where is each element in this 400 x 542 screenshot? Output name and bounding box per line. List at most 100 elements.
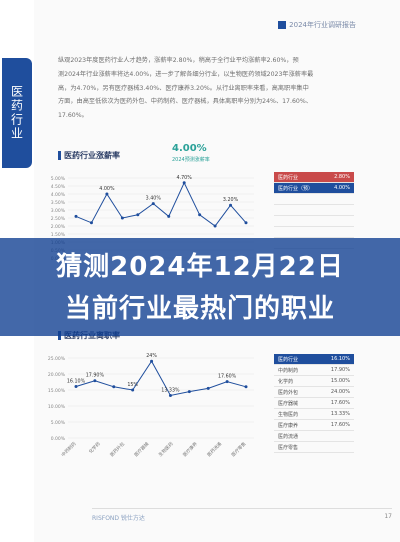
title-bar-icon [58, 151, 61, 160]
data-point [74, 214, 78, 218]
table-row: 医药行业 2.80% [274, 172, 354, 183]
table-cell-value: 17.60% [314, 419, 354, 431]
table-cell-value: 16.10% [314, 354, 354, 365]
y-tick-label: 0.00% [51, 436, 66, 442]
header-logo: 2024年行业调研报告 [278, 20, 356, 30]
y-tick-label: 2.00% [51, 224, 66, 230]
table-cell-name: 医疗器械 [274, 397, 315, 409]
table-cell-name: 医药行业（预） [274, 182, 326, 194]
intro-paragraph: 纵观2023年度医药行业人才趋势，涨薪率2.80%，稍高于全行业平均涨薪率2.6… [58, 54, 358, 123]
table-row: 医疗康养 17.60% [274, 419, 354, 431]
sidebar-tab: 医药行业 [2, 58, 32, 168]
y-tick-label: 2.50% [51, 216, 66, 222]
sidebar-tab-label: 医药行业 [9, 85, 24, 141]
logo-square-icon [278, 21, 287, 29]
table-cell-value: 2.80% [325, 172, 354, 183]
data-point [167, 214, 171, 218]
table-row: 医疗零售 [274, 441, 354, 453]
table-cell-name: 医药行业 [274, 354, 315, 365]
header-logo-text: 2024年行业调研报告 [289, 21, 356, 29]
y-tick-label: 3.50% [51, 200, 66, 206]
x-tick-label: 化学药 [87, 440, 102, 455]
data-label: 4.00% [99, 186, 115, 192]
y-tick-label: 4.50% [51, 184, 66, 190]
y-tick-label: 1.50% [51, 232, 66, 238]
data-point [244, 221, 248, 225]
data-point [182, 181, 186, 185]
paragraph-line: 17.60%。 [58, 112, 88, 120]
data-point [136, 213, 140, 217]
table-cell-name: 医药外包 [274, 386, 315, 398]
table-row: 中药制药 17.90% [274, 364, 354, 376]
table-row [274, 204, 354, 216]
table-cell-value [325, 204, 354, 216]
x-tick-label: 医药外包 [108, 440, 126, 458]
chart1-title-text: 医药行业涨薪率 [64, 151, 120, 160]
data-label: 4.70% [177, 175, 193, 181]
table-cell-name [274, 226, 326, 238]
data-point [244, 385, 248, 389]
data-label: 15% [127, 382, 138, 388]
page-number: 17 [384, 513, 392, 520]
table-cell-value: 15.00% [314, 375, 354, 387]
table-row: 医药流通 [274, 430, 354, 442]
chart2-svg: 25.00% 20.00% 15.00% 10.00% 5.00% 0.00% 16.10%… [48, 353, 254, 458]
table-cell-value: 24.00% [314, 386, 354, 398]
y-tick-label: 25.00% [48, 356, 66, 362]
table-cell-name: 医药流通 [274, 430, 315, 442]
data-label: 13.33% [161, 387, 180, 393]
headline-overlay: 猜测2024年12月22日 当前行业最热门的职业 [0, 238, 400, 336]
data-label: 17.90% [86, 373, 105, 379]
table-row [274, 226, 354, 238]
x-tick-label: 医疗器械 [133, 440, 151, 458]
y-tick-label: 5.00% [51, 176, 66, 182]
table-cell-value [325, 226, 354, 238]
data-label: 17.60% [218, 374, 237, 380]
table-cell-value [325, 215, 354, 227]
table-cell-value: 4.00% [325, 182, 354, 194]
data-point [213, 224, 217, 228]
series-line [75, 181, 247, 227]
table-row: 医疗器械 17.60% [274, 397, 354, 409]
table-cell-name [274, 215, 326, 227]
data-label: 3.20% [223, 197, 239, 203]
table-row: 化学药 15.00% [274, 375, 354, 387]
chart1-title: 医药行业涨薪率 [58, 150, 120, 161]
data-point [112, 385, 116, 389]
data-point [89, 221, 93, 225]
paragraph-line: 高，为4.70%，另有医疗器械3.40%、医疗康养3.20%。从行业离职率来看，… [58, 84, 309, 92]
y-tick-label: 15.00% [48, 388, 66, 394]
table-row [274, 193, 354, 205]
data-point [225, 380, 229, 384]
y-tick-label: 3.00% [51, 208, 66, 214]
y-tick-label: 20.00% [48, 372, 66, 378]
table-cell-name: 中药制药 [274, 364, 315, 376]
forecast-badge-label: 2024预测涨薪率 [172, 157, 210, 163]
paragraph-line: 测2024年行业涨薪率将达4.00%，进一步了解各细分行业，以生物医药领域202… [58, 70, 314, 78]
page-footer: RISFOND 锐仕方达 17 [92, 508, 392, 522]
table-row: 医药外包 24.00% [274, 386, 354, 398]
table-cell-name [274, 204, 326, 216]
table-row: 医药行业 16.10% [274, 354, 354, 365]
forecast-badge: 4.00% [172, 143, 207, 154]
table-cell-name [274, 193, 326, 205]
paragraph-line: 方面，由高至低依次为医药外包、中药制药、医疗器械，具体离职率分别为24%、17.… [58, 98, 312, 106]
table-cell-name: 化学药 [274, 375, 315, 387]
data-point [93, 379, 97, 383]
chart2-table: 医药行业 16.10% 中药制药 17.90% 化学药 15.00% 医药外包 24.00% 医… [274, 354, 354, 453]
data-label: 3.40% [146, 196, 162, 202]
data-point [187, 390, 191, 394]
data-point [229, 203, 233, 207]
table-cell-name: 医疗零售 [274, 441, 315, 453]
y-tick-label: 5.00% [51, 420, 66, 426]
data-point [198, 213, 202, 217]
table-cell-name: 生物医药 [274, 408, 315, 420]
data-point [206, 386, 210, 390]
table-cell-value: 13.33% [314, 408, 354, 420]
table-row: 医药行业（预） 4.00% [274, 182, 354, 194]
data-point [168, 393, 172, 397]
series-line [75, 360, 247, 397]
data-point [74, 384, 78, 388]
table-cell-value: 17.90% [314, 364, 354, 376]
data-point [150, 359, 154, 363]
